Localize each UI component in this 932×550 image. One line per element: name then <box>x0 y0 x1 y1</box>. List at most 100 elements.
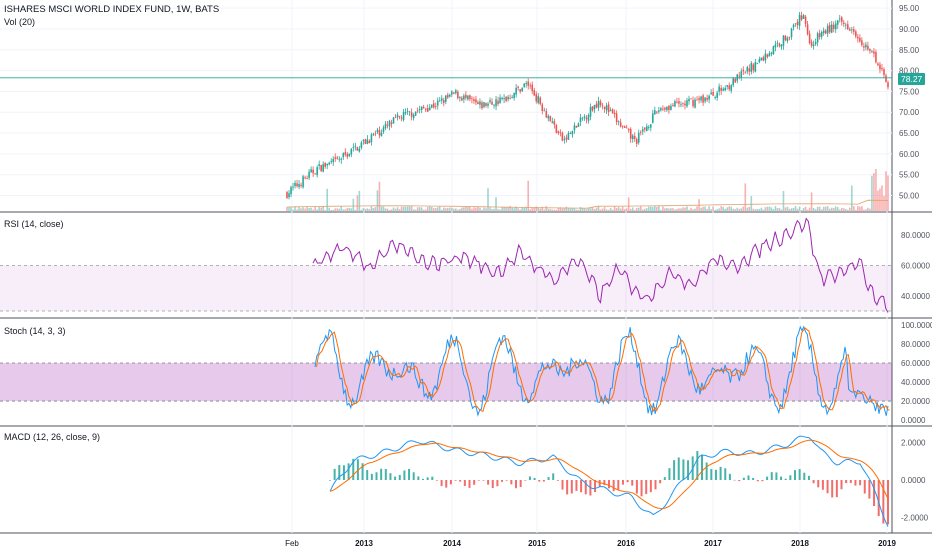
candle-body[interactable] <box>652 113 654 123</box>
candle-body[interactable] <box>678 101 680 104</box>
candle-body[interactable] <box>392 117 395 124</box>
candle-body[interactable] <box>404 112 407 114</box>
candle-body[interactable] <box>475 99 477 103</box>
candle-body[interactable] <box>712 91 714 96</box>
candle-body[interactable] <box>702 95 704 103</box>
candle-body[interactable] <box>732 78 735 86</box>
candle-body[interactable] <box>762 57 765 61</box>
candle-body[interactable] <box>364 139 367 144</box>
candle-body[interactable] <box>885 75 887 82</box>
candle-body[interactable] <box>812 44 815 46</box>
candle-body[interactable] <box>300 184 302 186</box>
candle-body[interactable] <box>338 158 341 160</box>
candle-body[interactable] <box>877 63 879 65</box>
candle-body[interactable] <box>603 106 606 109</box>
candle-body[interactable] <box>451 91 453 95</box>
candle-body[interactable] <box>318 164 320 166</box>
candle-body[interactable] <box>800 15 803 20</box>
candle-body[interactable] <box>290 187 292 195</box>
candle-body[interactable] <box>453 92 455 94</box>
candle-body[interactable] <box>826 25 829 34</box>
stoch-pane[interactable] <box>0 325 892 417</box>
candle-body[interactable] <box>455 90 457 94</box>
candle-body[interactable] <box>286 192 288 199</box>
candle-body[interactable] <box>830 24 833 33</box>
candle-body[interactable] <box>326 163 329 166</box>
candle-body[interactable] <box>591 106 594 111</box>
candle-body[interactable] <box>621 125 624 127</box>
candle-body[interactable] <box>631 135 634 140</box>
candle-body[interactable] <box>322 164 324 172</box>
candle-body[interactable] <box>288 193 290 198</box>
candle-body[interactable] <box>694 99 696 108</box>
candle-body[interactable] <box>814 42 817 45</box>
candle-body[interactable] <box>746 67 749 72</box>
candle-body[interactable] <box>776 43 779 44</box>
candle-body[interactable] <box>551 121 554 124</box>
candle-body[interactable] <box>613 112 616 115</box>
candle-body[interactable] <box>824 30 827 34</box>
candle-body[interactable] <box>418 108 421 110</box>
candle-body[interactable] <box>406 110 409 112</box>
candle-body[interactable] <box>887 82 889 88</box>
candle-body[interactable] <box>324 162 326 167</box>
candle-body[interactable] <box>424 108 427 110</box>
candle-body[interactable] <box>849 29 851 31</box>
candle-body[interactable] <box>469 95 471 100</box>
candle-body[interactable] <box>832 24 835 29</box>
candle-body[interactable] <box>559 132 562 134</box>
candle-body[interactable] <box>531 84 534 92</box>
candle-body[interactable] <box>507 96 509 100</box>
candle-body[interactable] <box>784 35 787 41</box>
candle-body[interactable] <box>434 106 437 107</box>
candle-body[interactable] <box>772 46 775 55</box>
candle-body[interactable] <box>615 113 618 123</box>
candle-body[interactable] <box>740 71 743 78</box>
candle-body[interactable] <box>720 87 722 91</box>
candle-body[interactable] <box>314 173 316 175</box>
candle-body[interactable] <box>818 33 821 38</box>
candle-body[interactable] <box>804 16 807 24</box>
candle-body[interactable] <box>754 62 757 72</box>
candle-body[interactable] <box>581 118 584 120</box>
candle-body[interactable] <box>483 102 485 107</box>
candle-body[interactable] <box>834 23 837 30</box>
rsi-pane[interactable] <box>0 217 892 313</box>
candle-body[interactable] <box>491 101 493 105</box>
candle-body[interactable] <box>563 139 566 141</box>
candle-body[interactable] <box>658 110 660 112</box>
candle-body[interactable] <box>567 133 570 140</box>
candle-body[interactable] <box>485 102 487 106</box>
candle-body[interactable] <box>601 105 604 107</box>
candle-body[interactable] <box>633 136 636 139</box>
candle-body[interactable] <box>340 158 343 160</box>
candle-body[interactable] <box>662 108 664 110</box>
candle-body[interactable] <box>786 37 789 41</box>
candle-body[interactable] <box>810 41 813 46</box>
candle-body[interactable] <box>619 122 622 127</box>
candle-body[interactable] <box>390 122 393 125</box>
candle-body[interactable] <box>857 36 859 39</box>
candle-body[interactable] <box>330 161 333 162</box>
candle-body[interactable] <box>525 83 527 84</box>
stoch-d-line[interactable] <box>316 327 890 413</box>
candle-body[interactable] <box>302 176 304 188</box>
candle-body[interactable] <box>539 97 542 105</box>
candle-body[interactable] <box>738 75 741 77</box>
candle-body[interactable] <box>730 85 733 91</box>
candle-body[interactable] <box>704 97 706 102</box>
candle-body[interactable] <box>828 24 831 33</box>
candle-body[interactable] <box>589 106 592 117</box>
candle-body[interactable] <box>802 15 805 19</box>
candle-body[interactable] <box>609 109 612 111</box>
candle-body[interactable] <box>350 148 353 155</box>
candle-body[interactable] <box>585 117 588 120</box>
candle-body[interactable] <box>639 131 642 133</box>
candle-body[interactable] <box>312 169 314 174</box>
candle-body[interactable] <box>625 127 628 129</box>
candle-body[interactable] <box>716 92 718 98</box>
candle-body[interactable] <box>298 184 300 187</box>
rsi-line[interactable] <box>312 217 889 313</box>
candle-body[interactable] <box>865 44 867 48</box>
candle-body[interactable] <box>376 129 379 133</box>
